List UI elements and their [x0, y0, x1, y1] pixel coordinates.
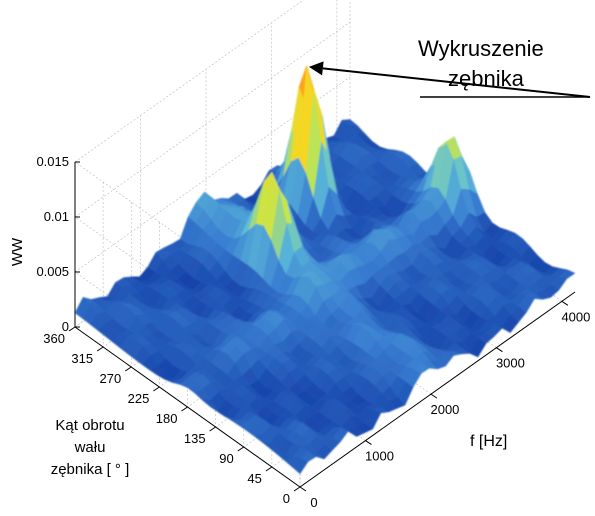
y-tick-label: 225 [128, 391, 150, 406]
y-tick-mark [237, 446, 245, 452]
y-tick-label: 270 [100, 371, 122, 386]
x-tick-label: 2000 [430, 402, 459, 417]
y-tick-mark [181, 406, 188, 412]
surface-plot [74, 64, 576, 475]
x-tick-mark [561, 300, 569, 306]
z-axis-ticks: 0 0.005 0.01 0.015 [36, 154, 80, 334]
x-tick-label: 4000 [561, 309, 590, 324]
z-axis-label: WW [9, 237, 26, 266]
x-tick-mark [365, 440, 372, 445]
x-tick-label: 1000 [365, 449, 394, 464]
x-axis-ticks: 0 1000 2000 3000 4000 [299, 300, 590, 510]
x-axis-line [299, 291, 576, 488]
y-tick-label: 90 [219, 451, 233, 466]
y-axis-label-line2: wału [74, 439, 106, 456]
surface-patch [558, 269, 576, 279]
x-tick-mark [496, 347, 503, 353]
y-axis-label-line1: Kąt obrotu [55, 417, 124, 434]
y-tick-mark [124, 366, 132, 372]
x-tick-mark [430, 393, 438, 399]
x-axis-label: f [Hz] [470, 433, 507, 450]
y-tick-label: 180 [156, 411, 178, 426]
y-tick-label: 45 [247, 471, 261, 486]
z-tick-label: 0.005 [36, 264, 69, 279]
y-tick-label: 360 [43, 331, 65, 346]
y-tick-mark [209, 426, 216, 432]
z-tick-label: 0.015 [36, 154, 69, 169]
annotation-line1: Wykruszenie [418, 36, 544, 61]
annotation-line2: zębnika [448, 66, 525, 91]
y-tick-label: 0 [283, 491, 290, 506]
y-axis-ticks: 0 45 90 135 180 225 270 315 360 [43, 326, 301, 506]
x-tick-mark [299, 486, 307, 492]
annotation-arrow [322, 67, 591, 98]
z-tick-label: 0 [62, 319, 69, 334]
y-tick-mark [293, 486, 301, 492]
y-tick-label: 135 [184, 431, 206, 446]
y-tick-mark [96, 346, 104, 352]
y-tick-label: 315 [71, 351, 93, 366]
y-tick-mark [153, 386, 160, 392]
x-tick-label: 0 [310, 495, 317, 510]
z-tick-label: 0.01 [44, 209, 69, 224]
y-tick-mark [265, 466, 273, 472]
annotation-arrowhead [308, 61, 324, 76]
x-tick-label: 3000 [496, 356, 525, 371]
y-tick-mark [68, 326, 76, 332]
y-axis-label-line3: zębnika [ ° ] [51, 461, 130, 478]
